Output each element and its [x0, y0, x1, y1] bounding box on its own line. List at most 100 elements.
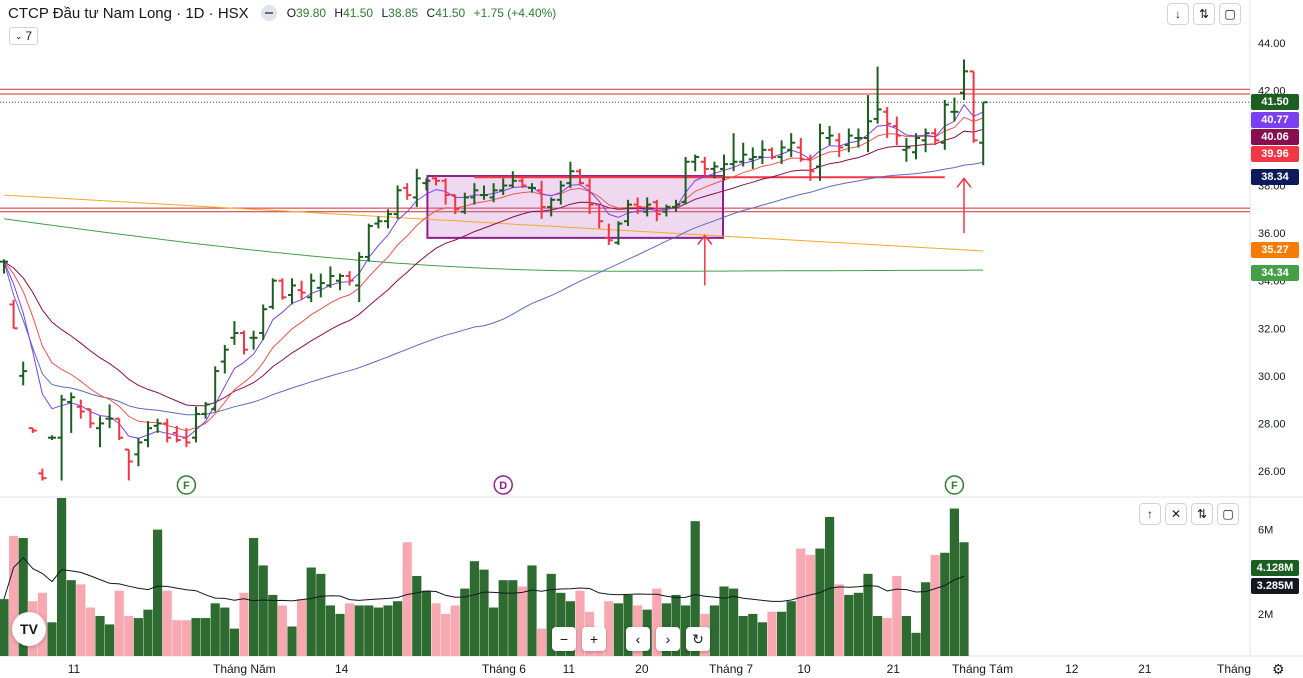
event-marker-letter: F: [183, 480, 190, 492]
ema-20-maroon-line: [3, 128, 984, 407]
ohlc-bar: [470, 183, 479, 205]
volume-bar: [153, 529, 163, 656]
volume-bar: [949, 508, 959, 656]
ohlc-bar: [748, 147, 757, 169]
price-axis-label: 40.77: [1251, 111, 1299, 128]
ohlc-bar: [729, 133, 738, 172]
volume-bar: [57, 498, 67, 656]
ohlc-bar: [969, 70, 978, 143]
arrow-down-icon[interactable]: ↓: [1167, 3, 1189, 25]
volume-bar: [556, 592, 566, 656]
y-tick-label: 36.00: [1258, 228, 1286, 240]
ohlc-bar: [883, 107, 892, 138]
ohlc-bar: [662, 204, 671, 217]
maximize-icon[interactable]: ▢: [1217, 503, 1239, 525]
volume-bar: [508, 580, 518, 656]
ohlc-bar: [76, 399, 85, 419]
x-tick-label: 14: [335, 662, 349, 676]
ohlc-bar: [105, 404, 114, 429]
ohlc-bar: [518, 176, 527, 188]
high-key: H: [334, 6, 344, 20]
event-marker-letter: F: [951, 480, 958, 492]
ohlc-bar: [624, 199, 632, 226]
chevrons-collapse-icon[interactable]: ⇅: [1193, 3, 1215, 25]
gear-icon[interactable]: ⚙: [1272, 661, 1285, 677]
ohlc-bar: [556, 180, 565, 205]
ohlc-bar: [19, 361, 28, 386]
tradingview-logo[interactable]: TV: [12, 612, 46, 646]
volume-bar: [105, 624, 115, 656]
volume-bar: [537, 628, 547, 656]
ohlc-bar: [163, 418, 172, 443]
volume-bar: [853, 592, 863, 656]
ohlc-bar: [902, 137, 911, 162]
chevron-left-icon[interactable]: ‹: [626, 627, 650, 651]
chevron-right-icon[interactable]: ›: [656, 627, 680, 651]
volume-bar: [786, 601, 796, 656]
ohlc-bar: [201, 402, 210, 419]
ohlc-bar: [566, 161, 575, 188]
y-tick-label: 30.00: [1258, 371, 1286, 383]
ohlc-bar: [374, 216, 383, 229]
chevrons-collapse-icon[interactable]: ⇅: [1191, 503, 1213, 525]
ohlc-bar: [787, 133, 796, 157]
volume-bar: [527, 565, 537, 656]
reset-icon[interactable]: ↻: [686, 627, 710, 651]
minus-icon[interactable]: −: [552, 627, 576, 651]
ohlc-bar: [249, 330, 258, 350]
collapse-legend-icon[interactable]: [260, 5, 277, 21]
price-axis-label: 38.34: [1251, 169, 1299, 186]
volume-bar: [930, 554, 940, 656]
volume-bar: [85, 607, 95, 656]
volume-bar: [229, 628, 239, 656]
volume-bar: [911, 632, 921, 656]
ohlc-bar: [28, 427, 37, 433]
close-icon[interactable]: ✕: [1165, 503, 1187, 525]
volume-bar: [412, 575, 422, 656]
arrow-up-icon[interactable]: ↑: [1139, 503, 1161, 525]
ohlc-bar: [412, 168, 421, 207]
ohlc-bar: [0, 259, 8, 274]
symbol-title[interactable]: CTCP Đầu tư Nam Long · 1D · HSX: [8, 4, 249, 22]
chart-header: CTCP Đầu tư Nam Long · 1D · HSX O39.80 H…: [8, 3, 561, 23]
volume-bar: [0, 599, 9, 656]
ohlc-bar: [633, 197, 642, 215]
ohlc-bar: [892, 116, 901, 146]
x-tick-label: 20: [635, 662, 649, 676]
x-tick-label: Tháng: [1217, 662, 1251, 676]
ohlc-bar: [48, 435, 56, 441]
ohlc-bar: [528, 183, 536, 193]
ohlc-bar: [931, 128, 940, 146]
ohlc-bar: [508, 171, 517, 188]
x-tick-label: 12: [1065, 662, 1079, 676]
ohlc-bar: [489, 183, 498, 203]
breakout-arrow-head: [697, 234, 713, 245]
main-pane-toolbar: ↓ ⇅ ▢: [1167, 3, 1241, 25]
y-tick-label: 44.00: [1258, 38, 1286, 50]
x-tick-label: 21: [1138, 662, 1152, 676]
plus-icon[interactable]: +: [582, 627, 606, 651]
volume-bar: [815, 548, 825, 656]
ohlc-bar: [940, 99, 949, 150]
y-tick-label: 26.00: [1258, 466, 1286, 478]
indicators-toggle[interactable]: ⌄ 7: [9, 27, 38, 45]
x-tick-label: 10: [797, 662, 811, 676]
ohlc-bar: [115, 417, 124, 441]
volume-bar: [479, 569, 489, 656]
volume-bar: [383, 605, 393, 656]
volume-axis-label: 4.128M: [1251, 560, 1299, 576]
close-key: C: [426, 6, 436, 20]
x-tick-label: 21: [887, 662, 901, 676]
volume-bar: [76, 584, 86, 656]
volume-bar: [373, 607, 383, 656]
ohlc-bar: [768, 147, 776, 160]
volume-bar: [297, 599, 307, 656]
volume-bar: [393, 601, 403, 656]
volume-bar: [162, 590, 172, 656]
ohlc-bar: [806, 154, 815, 181]
ohlc-bar: [182, 428, 191, 448]
volume-bar: [191, 618, 201, 656]
maximize-icon[interactable]: ▢: [1219, 3, 1241, 25]
ohlc-bar: [758, 140, 767, 165]
